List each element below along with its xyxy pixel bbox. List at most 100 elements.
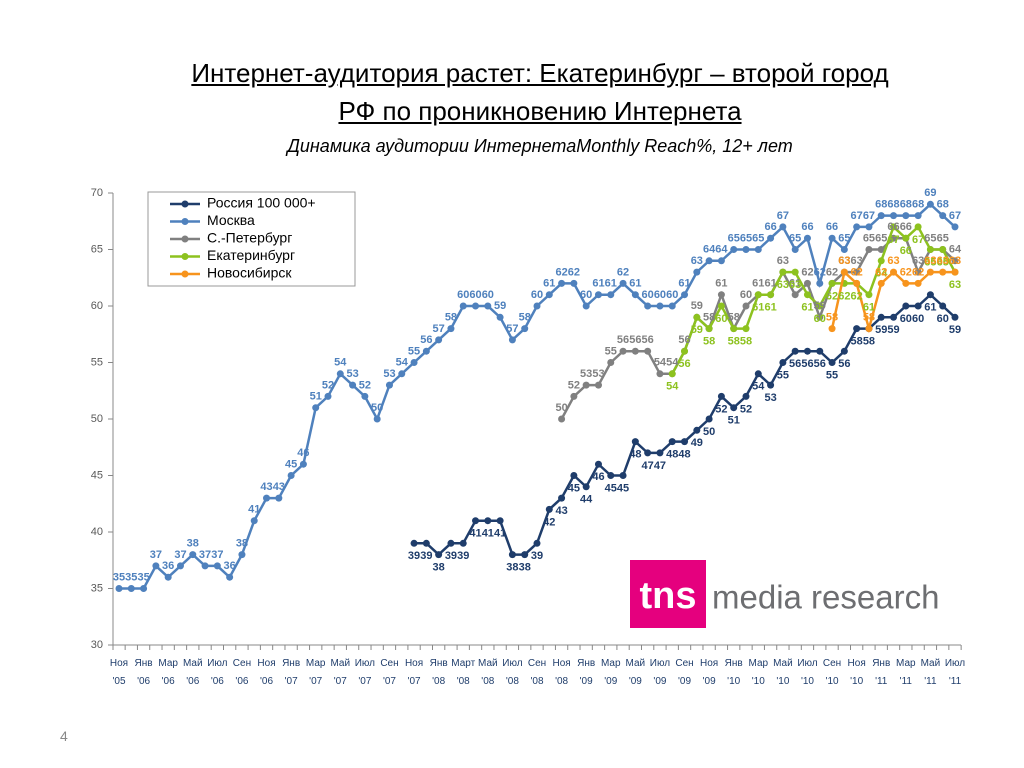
point (730, 325, 738, 333)
data-label: 35 (137, 571, 149, 583)
x-tick-label: Сен '10 (823, 658, 841, 687)
point (865, 246, 873, 253)
data-label: 63 (949, 279, 961, 291)
point (853, 223, 861, 231)
point (631, 438, 639, 446)
data-label: 55 (777, 369, 789, 381)
legend-label: Новосибирск (207, 265, 292, 281)
point (877, 279, 885, 287)
point (717, 392, 725, 400)
point (742, 302, 750, 310)
x-tick-label: Мар '06 (158, 658, 178, 687)
point (312, 404, 320, 412)
point (803, 291, 811, 299)
data-label: 52 (740, 403, 752, 415)
point (779, 268, 787, 276)
data-label: 62 (875, 266, 887, 278)
data-label: 61 (801, 302, 813, 314)
point (926, 200, 934, 208)
x-tick-label: Янв '09 (577, 658, 595, 687)
data-label: 65 (838, 232, 850, 244)
data-label: 55 (408, 345, 420, 357)
point (472, 302, 480, 310)
x-tick-label: Май '08 (478, 658, 498, 687)
point (853, 325, 861, 333)
data-label: 63 (838, 255, 850, 267)
data-label: 59 (691, 300, 703, 312)
point (521, 551, 529, 559)
point (890, 313, 898, 321)
point (607, 472, 615, 479)
point (447, 325, 455, 333)
data-label: 63 (691, 255, 703, 267)
data-label: 52 (359, 379, 371, 391)
x-tick-label: Сен '08 (528, 658, 546, 687)
x-tick-label: Ноя '07 (405, 658, 423, 687)
data-label: 38 (506, 562, 518, 574)
point (644, 302, 652, 310)
data-label: 59 (691, 324, 703, 336)
point (619, 472, 627, 479)
data-label: 45 (568, 482, 580, 494)
data-label: 65 (752, 232, 764, 244)
data-label: 42 (543, 516, 555, 528)
data-label: 61 (924, 302, 936, 314)
data-label: 41 (469, 528, 481, 540)
point (594, 291, 602, 299)
point (902, 212, 910, 220)
point (816, 279, 824, 287)
point (877, 257, 885, 265)
data-label: 62 (912, 266, 924, 278)
x-tick-label: Июл '09 (650, 658, 670, 687)
point (767, 234, 775, 242)
point (853, 268, 861, 276)
point (508, 551, 516, 559)
data-label: 47 (642, 460, 654, 472)
data-label: 59 (814, 300, 826, 312)
x-tick-label: Янв '10 (725, 658, 743, 687)
page-number: 4 (60, 728, 68, 744)
point (828, 359, 836, 366)
data-label: 54 (666, 381, 679, 393)
data-label: 60 (666, 289, 678, 301)
point (840, 268, 848, 276)
data-label: 61 (629, 278, 641, 290)
data-label: 54 (666, 357, 679, 369)
data-label: 37 (199, 549, 211, 561)
point (791, 268, 799, 276)
point (828, 234, 836, 242)
x-tick-label: Янв '08 (430, 658, 448, 687)
data-label: 37 (211, 549, 223, 561)
legend-label: С.-Петербург (207, 230, 292, 246)
data-label: 61 (715, 278, 727, 290)
data-label: 64 (703, 244, 716, 256)
point (816, 313, 824, 321)
point (447, 539, 455, 547)
data-label: 53 (346, 368, 358, 380)
data-label: 60 (580, 289, 592, 301)
data-label: 53 (764, 392, 776, 404)
y-tick-label: 40 (91, 526, 103, 538)
point (164, 573, 172, 581)
point (238, 551, 246, 559)
data-label: 41 (248, 504, 260, 516)
data-label: 43 (555, 505, 567, 517)
data-label: 61 (764, 278, 776, 290)
x-tick-label: Май '09 (626, 658, 646, 687)
data-label: 62 (555, 266, 567, 278)
point (681, 347, 689, 355)
point (349, 381, 357, 389)
data-label: 63 (838, 255, 850, 267)
point (545, 505, 553, 513)
point (459, 539, 467, 547)
data-label: 66 (900, 245, 912, 257)
point (533, 302, 541, 310)
data-label: 68 (937, 199, 949, 211)
data-label: 59 (875, 324, 887, 336)
point (926, 246, 934, 253)
point (644, 347, 652, 355)
point (840, 246, 848, 253)
data-label: 39 (457, 550, 469, 562)
point (914, 279, 922, 287)
data-label: 53 (383, 368, 395, 380)
